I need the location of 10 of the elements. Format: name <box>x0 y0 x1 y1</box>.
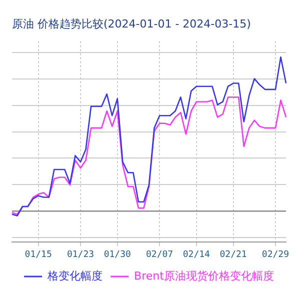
x-tick-label: 01/23 <box>66 250 94 260</box>
legend-label: Brent原油现货价格变化幅度 <box>134 269 274 282</box>
x-tick-label: 02/14 <box>182 250 210 260</box>
x-tick-label: 01/15 <box>24 250 52 260</box>
x-tick-label: 02/21 <box>220 250 247 260</box>
x-tick-label: 01/30 <box>104 250 131 260</box>
x-tick-label: 02/07 <box>146 250 174 260</box>
chart-title: 原油 价格趋势比较(2024-01-01 - 2024-03-15) <box>12 17 251 30</box>
legend-label: 格变化幅度 <box>46 269 103 282</box>
x-tick-label: 02/29 <box>262 250 290 260</box>
